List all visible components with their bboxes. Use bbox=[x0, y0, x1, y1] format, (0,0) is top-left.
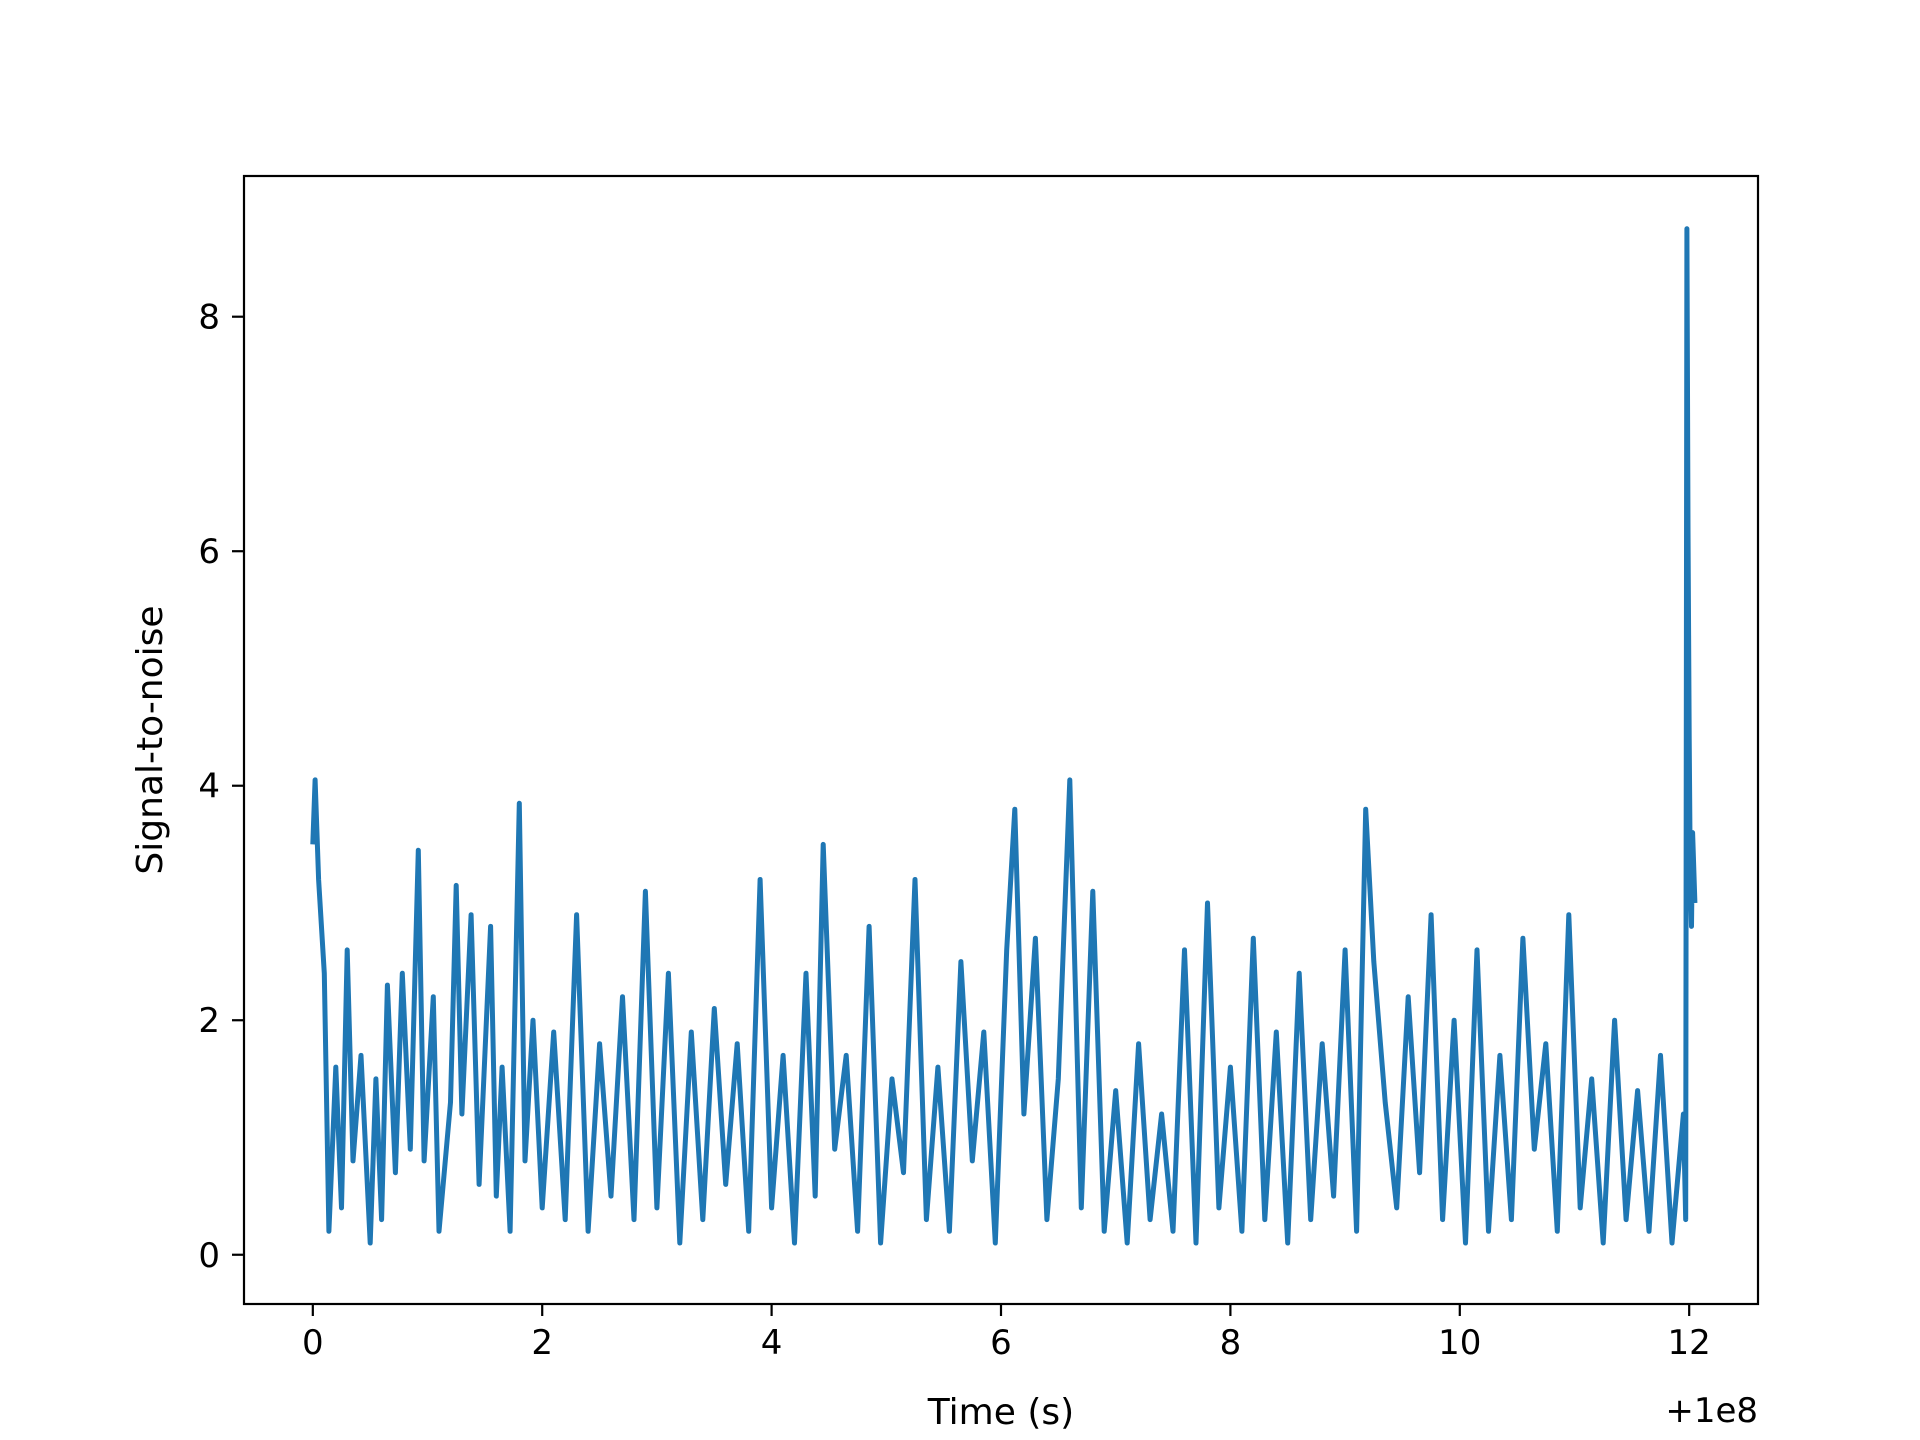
x-axis-label: Time (s) bbox=[927, 1392, 1074, 1433]
series-line-0 bbox=[310, 226, 1698, 1246]
y-tick-label: 0 bbox=[198, 1236, 220, 1276]
series-layer bbox=[310, 226, 1698, 1246]
y-tick-label: 6 bbox=[198, 532, 220, 572]
y-axis-label: Signal-to-noise bbox=[130, 605, 171, 874]
x-axis: 0 2 4 6 8 10 12 bbox=[302, 1304, 1711, 1363]
x-tick-label: 12 bbox=[1668, 1323, 1711, 1363]
x-axis-offset-label: +1e8 bbox=[1665, 1391, 1758, 1431]
y-tick-label: 2 bbox=[198, 1001, 220, 1041]
y-tick-label: 8 bbox=[198, 298, 220, 338]
x-tick-label: 2 bbox=[531, 1323, 553, 1363]
x-tick-label: 8 bbox=[1220, 1323, 1242, 1363]
y-axis: 0 2 4 6 8 bbox=[198, 298, 244, 1276]
y-tick-label: 4 bbox=[198, 767, 220, 807]
x-tick-label: 4 bbox=[761, 1323, 783, 1363]
x-tick-label: 6 bbox=[990, 1323, 1012, 1363]
x-tick-label: 10 bbox=[1438, 1323, 1481, 1363]
x-tick-label: 0 bbox=[302, 1323, 324, 1363]
